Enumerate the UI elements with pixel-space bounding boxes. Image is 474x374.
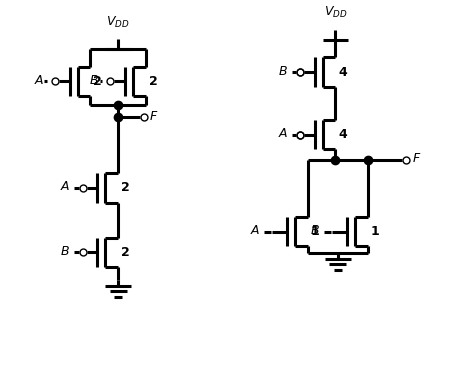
Text: 1: 1 (371, 225, 379, 238)
Text: 4: 4 (338, 66, 347, 79)
Text: 2: 2 (149, 75, 157, 88)
Text: 2: 2 (121, 181, 130, 194)
Text: B: B (90, 74, 98, 87)
Text: A: A (278, 127, 287, 140)
Text: B: B (61, 245, 70, 258)
Text: $V_{DD}$: $V_{DD}$ (106, 15, 130, 30)
Text: $V_{DD}$: $V_{DD}$ (324, 5, 347, 20)
Text: 2: 2 (121, 246, 130, 259)
Text: 4: 4 (338, 128, 347, 141)
Text: A: A (251, 224, 259, 237)
Text: B: B (278, 65, 287, 78)
Text: F: F (412, 152, 419, 165)
Text: 2: 2 (93, 75, 102, 88)
Text: A: A (34, 74, 43, 87)
Text: F: F (150, 110, 157, 123)
Text: 1: 1 (310, 225, 319, 238)
Text: A: A (61, 180, 70, 193)
Text: B: B (310, 224, 319, 237)
